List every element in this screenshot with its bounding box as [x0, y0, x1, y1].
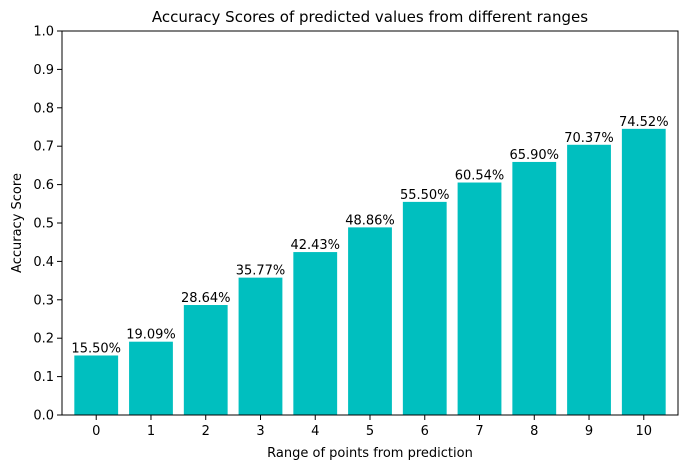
- data-labels-group: 15.50% 19.09% 28.64% 35.77% 42.43% 48.86% 55.5…: [71, 115, 668, 357]
- data-label-0: 15.50%: [71, 341, 121, 356]
- bar-2: [183, 305, 228, 415]
- y-tick-label-7: 0.7: [33, 140, 54, 155]
- data-label-1: 19.09%: [126, 328, 176, 343]
- bar-0: [74, 355, 119, 415]
- bar-10: [621, 128, 666, 415]
- data-label-7: 60.54%: [455, 169, 505, 184]
- x-tick-label-4: 4: [311, 424, 319, 439]
- y-tick-label-2: 0.2: [33, 332, 54, 347]
- y-tick-label-5: 0.5: [33, 217, 54, 232]
- x-tick-label-6: 6: [421, 424, 429, 439]
- data-label-6: 55.50%: [400, 188, 450, 203]
- x-tick-label-7: 7: [475, 424, 483, 439]
- x-tick-label-0: 0: [92, 424, 100, 439]
- x-tick-label-1: 1: [147, 424, 155, 439]
- data-label-9: 70.37%: [564, 131, 614, 146]
- bar-7: [457, 182, 502, 415]
- plot-area-frame: [61, 30, 679, 416]
- y-tick-label-4: 0.4: [33, 255, 54, 270]
- x-axis-ticks: 0 1 2 3 4 5 6 7 8 9 10: [92, 415, 652, 439]
- bar-8: [512, 161, 557, 415]
- y-tick-label-10: 1.0: [33, 25, 54, 40]
- data-label-10: 74.52%: [619, 115, 669, 130]
- chart-title: Accuracy Scores of predicted values from…: [152, 8, 588, 26]
- data-label-2: 28.64%: [181, 291, 231, 306]
- x-tick-label-9: 9: [585, 424, 593, 439]
- bar-9: [567, 144, 611, 415]
- y-axis-label: Accuracy Score: [10, 173, 25, 273]
- y-tick-label-1: 0.1: [33, 370, 54, 385]
- bars-group: [74, 128, 666, 415]
- data-label-8: 65.90%: [509, 148, 559, 163]
- y-tick-label-0: 0.0: [33, 409, 54, 424]
- x-tick-label-2: 2: [202, 424, 210, 439]
- y-tick-label-8: 0.8: [33, 101, 54, 116]
- data-label-4: 42.43%: [290, 238, 340, 253]
- data-label-3: 35.77%: [236, 264, 286, 279]
- x-tick-label-3: 3: [256, 424, 264, 439]
- y-axis-ticks: 0.0 0.1 0.2 0.3 0.4 0.5 0.6 0.7 0.8 0.9 1.0: [33, 25, 62, 424]
- y-tick-label-3: 0.3: [33, 293, 54, 308]
- x-tick-label-10: 10: [636, 424, 653, 439]
- data-label-5: 48.86%: [345, 213, 395, 228]
- y-tick-label-9: 0.9: [33, 63, 54, 78]
- x-axis-label: Range of points from prediction: [267, 446, 473, 461]
- bar-1: [129, 341, 173, 415]
- x-tick-label-8: 8: [530, 424, 538, 439]
- y-tick-label-6: 0.6: [33, 178, 54, 193]
- bar-4: [293, 252, 338, 415]
- bar-3: [238, 277, 283, 415]
- x-tick-label-5: 5: [366, 424, 374, 439]
- bar-6: [402, 201, 447, 415]
- bar-5: [348, 227, 392, 415]
